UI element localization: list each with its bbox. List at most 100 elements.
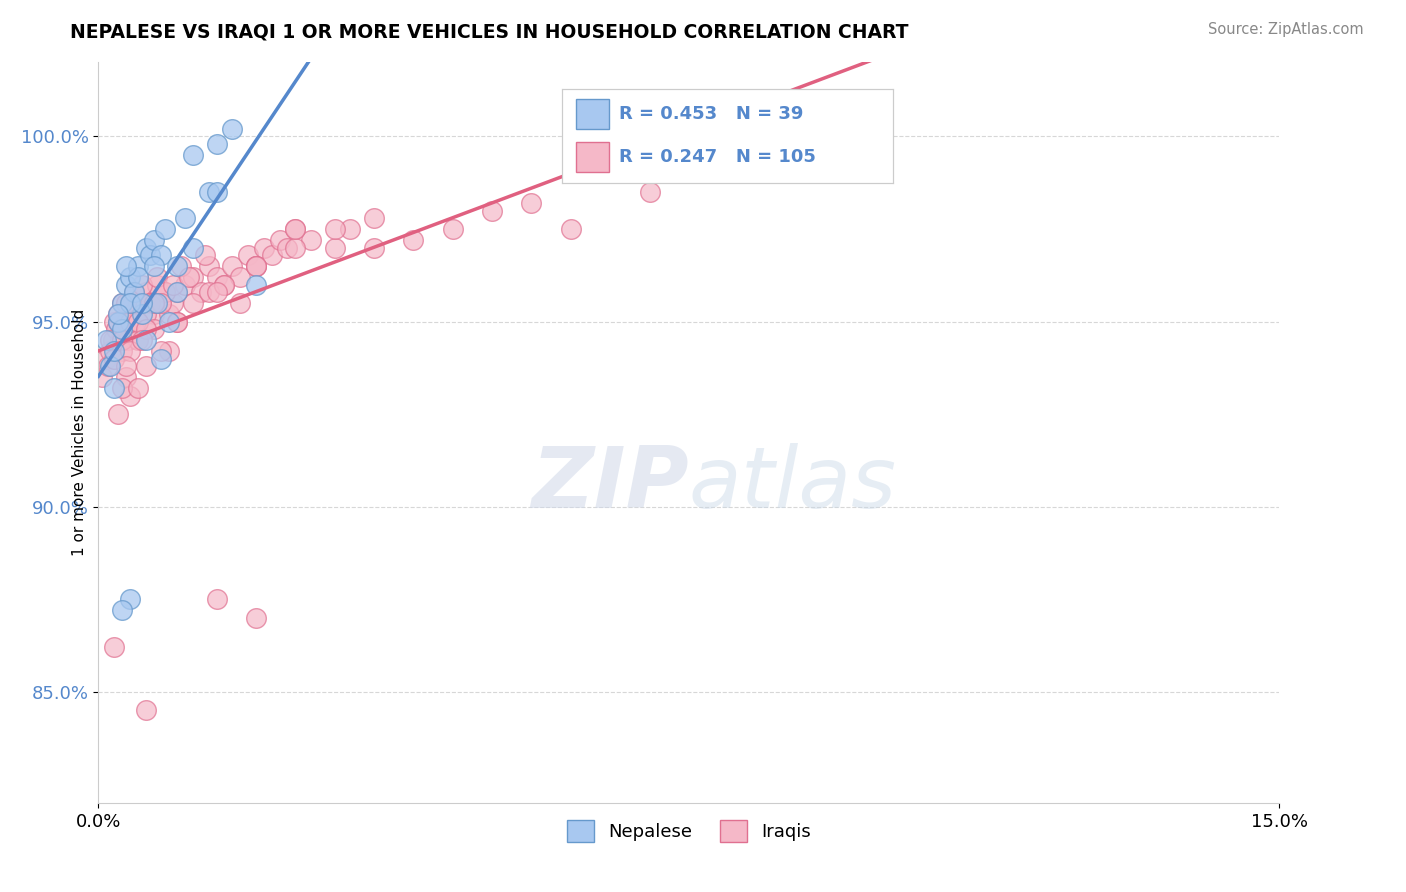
- Point: [166, 315, 188, 329]
- Text: ZIP: ZIP: [531, 443, 689, 526]
- Point: [104, 322, 127, 336]
- Point: [118, 296, 141, 310]
- Point: [363, 241, 385, 255]
- Point: [157, 307, 180, 321]
- Point: [131, 277, 153, 292]
- Point: [560, 222, 582, 236]
- Point: [103, 351, 125, 366]
- Point: [150, 248, 173, 262]
- Point: [402, 233, 425, 247]
- Point: [122, 322, 145, 336]
- Point: [115, 359, 138, 373]
- Point: [127, 315, 149, 329]
- Point: [142, 307, 165, 321]
- Point: [221, 122, 243, 136]
- Point: [276, 241, 298, 255]
- Point: [127, 381, 149, 395]
- Point: [520, 196, 543, 211]
- Point: [115, 277, 138, 292]
- Point: [214, 277, 236, 292]
- Point: [214, 277, 236, 292]
- Point: [138, 296, 160, 310]
- Bar: [575, 98, 609, 128]
- Point: [166, 285, 188, 299]
- Point: [253, 241, 276, 255]
- Point: [118, 315, 141, 329]
- Point: [284, 241, 307, 255]
- Point: [121, 307, 143, 321]
- Point: [197, 185, 219, 199]
- Point: [194, 248, 217, 262]
- Point: [135, 333, 157, 347]
- Point: [245, 259, 267, 273]
- Point: [131, 307, 153, 321]
- Point: [111, 344, 134, 359]
- Point: [91, 370, 114, 384]
- Point: [155, 285, 177, 299]
- Point: [98, 344, 121, 359]
- Point: [131, 307, 153, 321]
- Point: [146, 270, 169, 285]
- Point: [111, 296, 134, 310]
- Point: [115, 370, 138, 384]
- Point: [98, 333, 121, 347]
- Point: [205, 136, 228, 151]
- Point: [112, 322, 135, 336]
- Point: [245, 259, 267, 273]
- Point: [166, 285, 188, 299]
- Point: [107, 307, 129, 321]
- Point: [135, 285, 157, 299]
- Point: [221, 259, 243, 273]
- Point: [181, 270, 204, 285]
- Point: [135, 241, 157, 255]
- Point: [103, 640, 125, 655]
- Point: [236, 248, 259, 262]
- Bar: [575, 142, 609, 171]
- Point: [181, 241, 204, 255]
- Point: [205, 592, 228, 607]
- Point: [118, 296, 141, 310]
- Text: Source: ZipAtlas.com: Source: ZipAtlas.com: [1208, 22, 1364, 37]
- Point: [284, 222, 307, 236]
- Point: [118, 344, 141, 359]
- Point: [197, 285, 219, 299]
- Point: [323, 222, 346, 236]
- Point: [481, 203, 503, 218]
- Point: [115, 259, 138, 273]
- Point: [135, 703, 157, 717]
- Point: [166, 259, 188, 273]
- Point: [363, 211, 385, 225]
- Point: [260, 248, 283, 262]
- Point: [205, 270, 228, 285]
- Point: [150, 344, 173, 359]
- Legend: Nepalese, Iraqis: Nepalese, Iraqis: [560, 813, 818, 849]
- Point: [142, 322, 165, 336]
- Point: [299, 233, 322, 247]
- Point: [115, 296, 138, 310]
- Point: [117, 333, 139, 347]
- Point: [138, 296, 160, 310]
- Point: [229, 296, 252, 310]
- Point: [142, 259, 165, 273]
- Point: [135, 322, 157, 336]
- Point: [155, 222, 177, 236]
- Point: [96, 351, 118, 366]
- Point: [177, 270, 200, 285]
- Point: [131, 296, 153, 310]
- Point: [97, 359, 120, 373]
- Point: [127, 333, 149, 347]
- Point: [150, 351, 173, 366]
- Point: [135, 359, 157, 373]
- Point: [174, 211, 197, 225]
- Text: R = 0.247   N = 105: R = 0.247 N = 105: [619, 148, 815, 166]
- Point: [111, 381, 134, 395]
- Point: [166, 315, 188, 329]
- Point: [103, 381, 125, 395]
- Point: [638, 185, 661, 199]
- Point: [157, 344, 180, 359]
- Point: [150, 296, 173, 310]
- Point: [142, 233, 165, 247]
- Point: [170, 259, 193, 273]
- Point: [127, 259, 149, 273]
- Point: [205, 185, 228, 199]
